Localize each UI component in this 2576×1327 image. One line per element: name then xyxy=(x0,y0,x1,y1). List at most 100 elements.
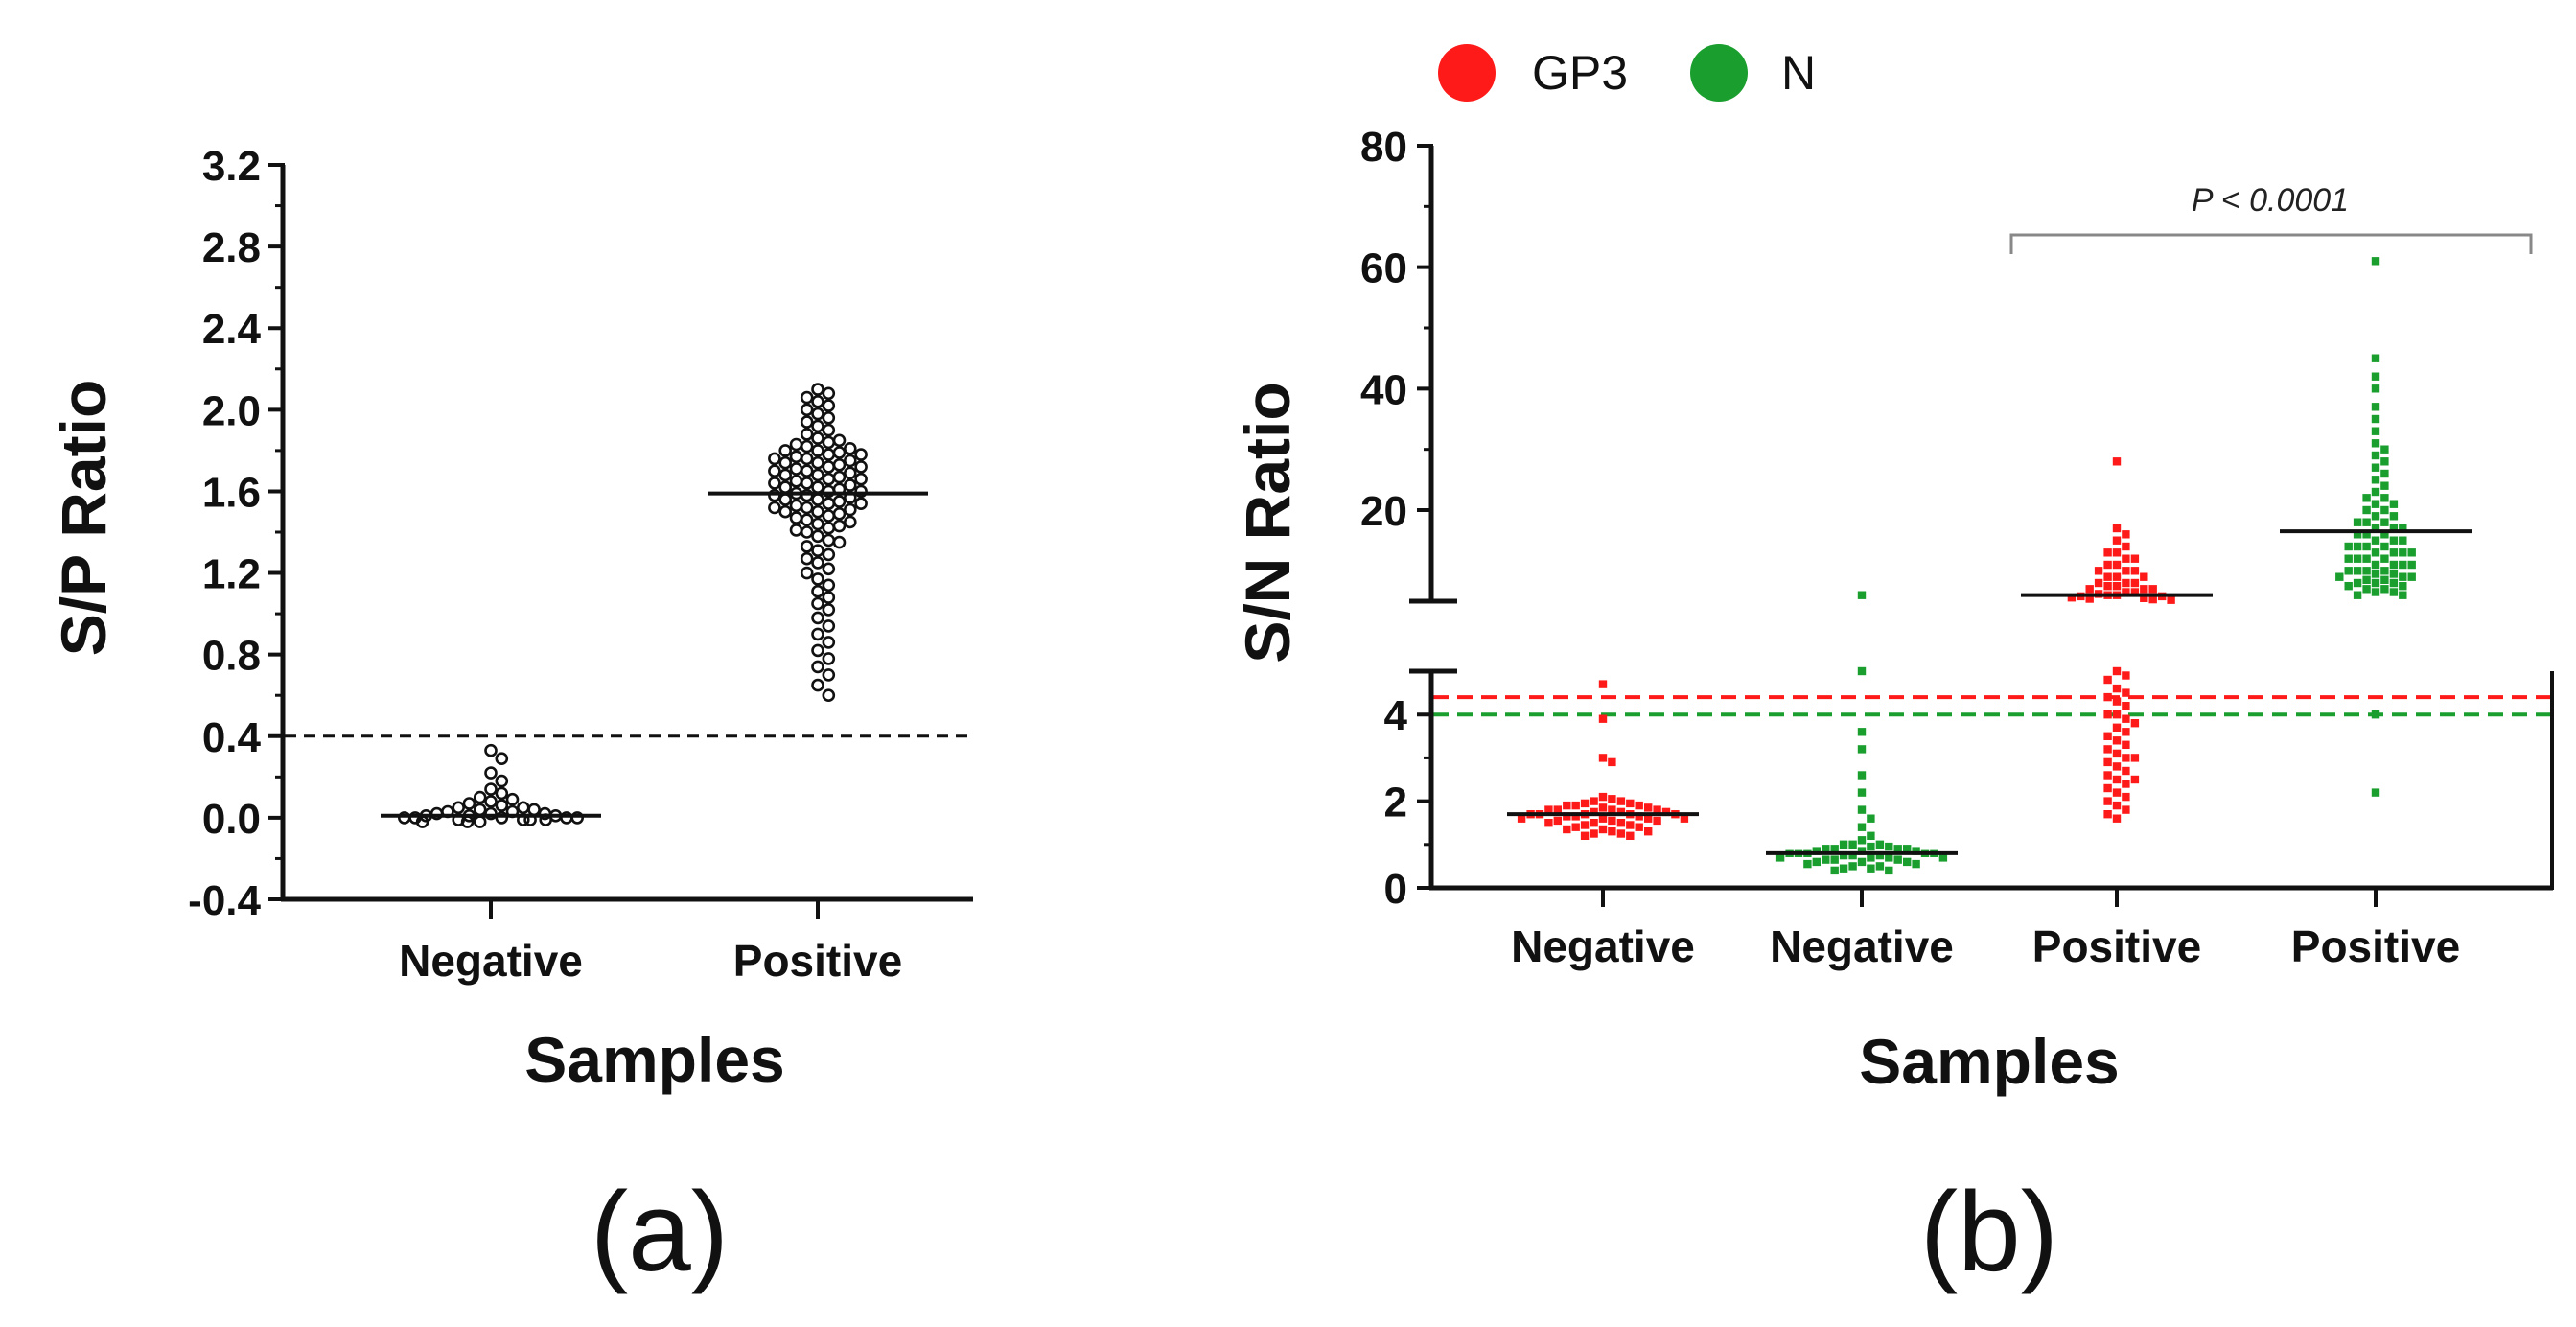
panel-a-data-point xyxy=(801,417,812,428)
panel-b-data-point xyxy=(2372,501,2379,508)
panel-b-y-axis-title: S/N Ratio xyxy=(1232,382,1303,663)
panel-b-data-point xyxy=(1563,802,1570,809)
panel-b: GP3 N 02420406080 Negative Negative Positi… xyxy=(1232,44,2553,1295)
panel-a-data-point xyxy=(801,553,812,564)
panel-b-data-point xyxy=(2122,688,2129,696)
panel-b-data-point xyxy=(2103,582,2111,590)
panel-a-data-point xyxy=(845,517,855,527)
panel-a-data-point xyxy=(475,804,485,815)
panel-a-data-point xyxy=(780,495,791,505)
panel-b-data-point xyxy=(1840,841,1847,849)
panel-b-data-point xyxy=(2390,537,2398,545)
panel-b-data-point xyxy=(2131,567,2139,574)
legend-label-n: N xyxy=(1781,46,1816,100)
panel-b-data-point xyxy=(1858,771,1866,779)
panel-a-y-tick-label: 1.2 xyxy=(202,551,261,598)
panel-a-data-point xyxy=(791,501,801,511)
panel-a-data-point xyxy=(813,495,824,505)
panel-a-data-point xyxy=(813,586,824,596)
panel-a-data-point xyxy=(824,425,834,435)
panel-a-y-tick-label: 2.0 xyxy=(202,387,261,434)
panel-a-data-point xyxy=(791,439,801,450)
panel-a-data-point xyxy=(486,745,497,756)
panel-a-data-point xyxy=(813,482,824,493)
panel-b-data-point xyxy=(1599,803,1607,811)
panel-b-data-point xyxy=(1858,745,1866,753)
panel-b-data-point xyxy=(2380,543,2388,550)
panel-b-category-label: Negative xyxy=(1770,921,1954,971)
panel-a-data-point xyxy=(813,629,824,640)
panel-b-data-point xyxy=(2113,736,2121,744)
panel-a-data-point xyxy=(486,784,497,795)
panel-b-data-point xyxy=(2103,771,2111,779)
panel-a-data-point xyxy=(824,535,834,546)
panel-b-data-point xyxy=(2354,555,2361,563)
panel-b-data-point xyxy=(2390,579,2398,587)
panel-b-data-point xyxy=(2362,506,2370,514)
panel-b-data-point xyxy=(2103,676,2111,684)
panel-b-data-point xyxy=(2103,561,2111,569)
panel-b-data-point xyxy=(2372,570,2379,577)
panel-b-data-point xyxy=(2372,537,2379,545)
panel-b-data-point xyxy=(1581,821,1589,828)
panel-a-data-point xyxy=(824,669,834,680)
panel-b-data-point xyxy=(1636,824,1643,831)
panel-b-data-point xyxy=(1876,841,1884,849)
panel-a-data-point xyxy=(813,546,824,556)
panel-b-data-point xyxy=(2103,810,2111,818)
panel-b-data-point xyxy=(2390,570,2398,577)
panel-b-data-point xyxy=(1563,826,1570,833)
panel-a-y-tick-label: -0.4 xyxy=(188,877,261,924)
panel-a-data-point xyxy=(856,461,867,472)
panel-a-data-point xyxy=(824,620,834,631)
panel-a-data-point xyxy=(845,455,855,466)
panel-a-data-point xyxy=(769,502,779,513)
legend: GP3 N xyxy=(1438,44,1816,102)
panel-a-data-point xyxy=(845,504,855,515)
panel-a-data-point xyxy=(824,474,834,484)
panel-a-data-point xyxy=(780,457,791,468)
panel-b-data-point xyxy=(2408,573,2416,581)
panel-a-x-ticks: Negative Positive xyxy=(399,899,902,986)
panel-b-data-point xyxy=(1608,795,1615,803)
panel-b-data-point xyxy=(1858,788,1866,796)
panel-b-data-point xyxy=(2372,464,2379,472)
panel-b-data-point xyxy=(2113,697,2121,705)
panel-b-data-point xyxy=(2380,567,2388,574)
panel-b-data-point xyxy=(2131,579,2139,587)
panel-b-data-point xyxy=(1912,860,1919,868)
panel-b-data-point xyxy=(1848,862,1856,870)
panel-b-data-point xyxy=(2345,582,2353,590)
panel-b-data-point xyxy=(2380,494,2388,501)
panel-b-data-point xyxy=(2372,428,2379,435)
panel-b-data-point xyxy=(2372,579,2379,587)
panel-b-y-ticks: 02420406080 xyxy=(1360,124,1433,913)
panel-a-data-point xyxy=(769,454,779,464)
panel-a-data-point xyxy=(791,452,801,462)
panel-a-data-point xyxy=(813,408,824,419)
panel-a-y-axis-title: S/P Ratio xyxy=(48,380,119,657)
panel-b-data-point xyxy=(1840,865,1847,873)
panel-b-data-point xyxy=(1858,805,1866,813)
panel-b-data-point xyxy=(2372,257,2379,265)
panel-a-y-tick-label: 1.6 xyxy=(202,469,261,516)
panel-b-data-point xyxy=(2380,457,2388,465)
panel-a-data-point xyxy=(845,443,855,454)
panel-b-data-point xyxy=(2372,403,2379,410)
panel-a-data-point xyxy=(801,392,812,403)
panel-a-data-point xyxy=(780,482,791,493)
panel-b-data-point xyxy=(2113,548,2121,556)
panel-a-data-point xyxy=(769,466,779,477)
panel-b-data-point xyxy=(2390,548,2398,556)
panel-b-data-point xyxy=(1822,855,1829,863)
panel-b-data-point xyxy=(1858,824,1866,831)
panel-b-data-point xyxy=(2122,741,2129,749)
panel-b-data-point xyxy=(1858,728,1866,735)
panel-a-data-point xyxy=(813,573,824,584)
panel-a-y-tick-label: 3.2 xyxy=(202,143,261,190)
panel-b-data-point xyxy=(2113,762,2121,770)
panel-b-data-point xyxy=(2113,537,2121,545)
panel-b-data-point xyxy=(1867,843,1874,850)
panel-b-data-point xyxy=(2372,512,2379,520)
panel-b-data-point xyxy=(2354,592,2361,599)
